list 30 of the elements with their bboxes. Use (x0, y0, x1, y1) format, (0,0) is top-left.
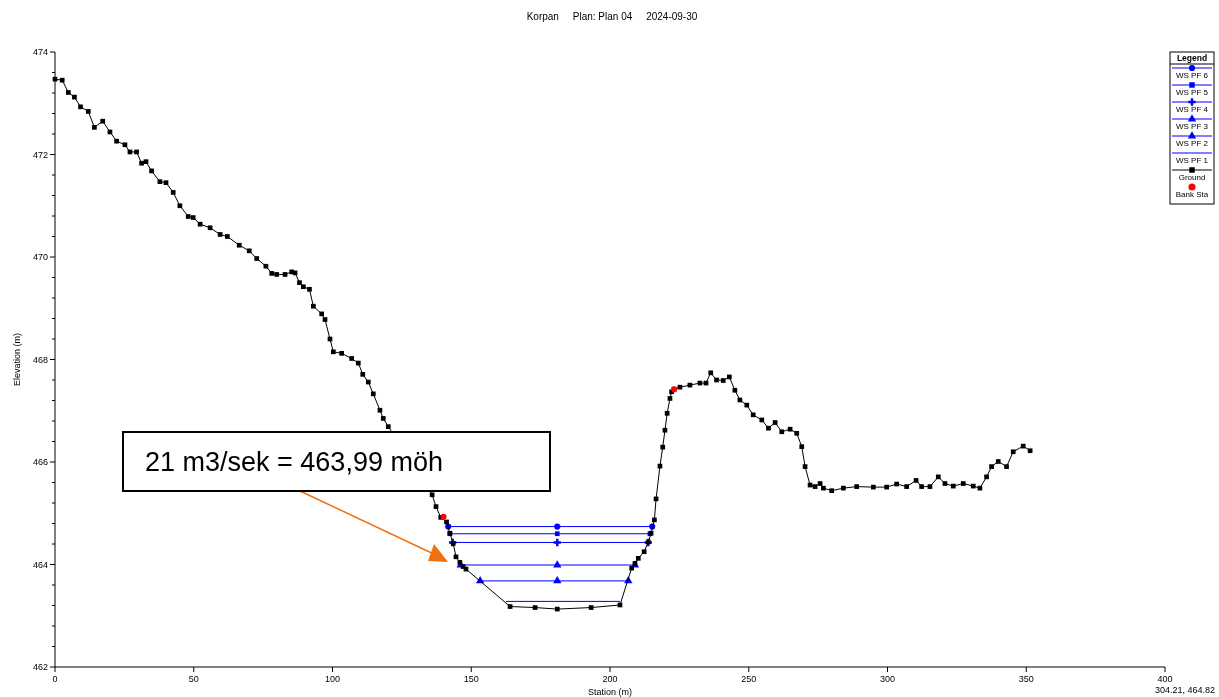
x-tick-label: 350 (1018, 674, 1034, 684)
legend-label: WS PF 6 (1175, 71, 1209, 80)
y-tick-label: 472 (32, 149, 48, 160)
x-tick-label: 200 (602, 674, 618, 684)
x-tick-label: 50 (188, 674, 199, 684)
y-tick-label: 466 (32, 457, 48, 468)
legend-label: WS PF 3 (1175, 122, 1209, 131)
x-tick-label: 100 (324, 674, 341, 684)
y-tick-label: 470 (32, 252, 48, 263)
x-tick-label: 400 (1157, 674, 1173, 684)
annotation: 21 m3/sek = 463,99 möh (145, 446, 443, 477)
legend-label: WS PF 5 (1175, 88, 1209, 97)
legend-title: Legend (1176, 53, 1208, 63)
y-tick-label: 474 (32, 47, 48, 58)
y-tick-label: 464 (32, 559, 48, 570)
x-tick-label: 250 (741, 674, 757, 684)
x-tick-label: 150 (463, 674, 479, 684)
legend-label: WS PF 2 (1175, 139, 1209, 148)
y-axis-title: Elevation (m) (12, 332, 22, 387)
chart-title: Korpan Plan: Plan 04 2024-09-30 (526, 11, 698, 22)
x-tick-label: 300 (879, 674, 896, 684)
y-tick-label: 468 (32, 354, 48, 365)
legend-label: WS PF 4 (1175, 105, 1209, 114)
x-axis-title: Station (m) (587, 687, 633, 697)
text: 304.21, 464.82 (1154, 685, 1215, 695)
legend-label: Ground (1178, 173, 1206, 182)
legend-label: Bank Sta (1175, 190, 1209, 199)
legend-label: WS PF 1 (1175, 156, 1209, 165)
x-tick-label: 0 (52, 674, 58, 684)
y-tick-label: 462 (32, 662, 48, 673)
